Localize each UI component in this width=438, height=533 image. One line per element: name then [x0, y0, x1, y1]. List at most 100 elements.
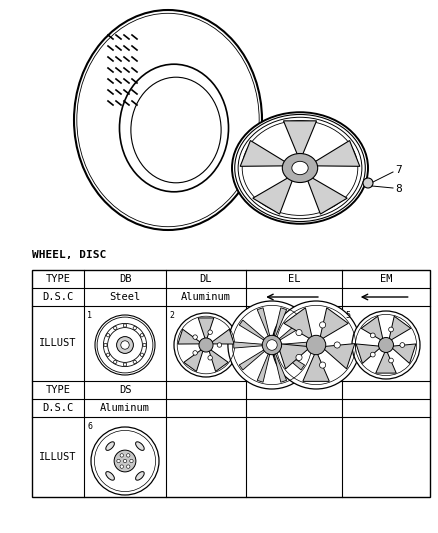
Polygon shape	[307, 176, 347, 214]
Polygon shape	[240, 141, 288, 166]
Text: 8: 8	[395, 184, 402, 194]
Ellipse shape	[106, 472, 114, 480]
Ellipse shape	[232, 112, 368, 224]
Circle shape	[208, 356, 212, 360]
Text: D.S.C: D.S.C	[42, 403, 74, 413]
Text: D.S.C: D.S.C	[42, 292, 74, 302]
Ellipse shape	[120, 64, 229, 192]
Text: 7: 7	[395, 165, 402, 175]
Text: 2: 2	[169, 311, 174, 320]
Polygon shape	[239, 320, 265, 340]
Polygon shape	[274, 308, 286, 336]
Ellipse shape	[136, 472, 144, 480]
Circle shape	[296, 329, 302, 336]
Polygon shape	[324, 344, 355, 369]
Circle shape	[371, 333, 375, 338]
Text: Aluminum: Aluminum	[181, 292, 231, 302]
Circle shape	[267, 340, 277, 350]
Circle shape	[113, 327, 117, 330]
Polygon shape	[320, 308, 348, 339]
Polygon shape	[303, 354, 329, 382]
Text: EL: EL	[288, 274, 300, 284]
Polygon shape	[277, 344, 308, 369]
Circle shape	[127, 454, 130, 457]
Circle shape	[307, 335, 326, 354]
Text: 1: 1	[87, 311, 92, 320]
Circle shape	[193, 335, 198, 340]
Ellipse shape	[292, 161, 308, 175]
Polygon shape	[389, 316, 411, 340]
Text: 6: 6	[87, 422, 92, 431]
Circle shape	[193, 351, 198, 355]
Circle shape	[320, 362, 326, 368]
Text: ILLUST: ILLUST	[39, 452, 77, 462]
Circle shape	[371, 352, 375, 357]
Ellipse shape	[136, 442, 144, 450]
Circle shape	[124, 363, 127, 366]
Circle shape	[130, 459, 133, 463]
Text: DL: DL	[200, 274, 212, 284]
Text: Aluminum: Aluminum	[100, 403, 150, 413]
Polygon shape	[284, 308, 312, 339]
Circle shape	[106, 353, 110, 357]
Polygon shape	[257, 308, 270, 336]
Circle shape	[95, 315, 155, 375]
Circle shape	[262, 335, 282, 354]
Circle shape	[199, 338, 213, 352]
Circle shape	[124, 459, 127, 463]
Circle shape	[91, 427, 159, 495]
Circle shape	[174, 313, 238, 377]
Polygon shape	[257, 354, 270, 382]
Circle shape	[389, 327, 393, 332]
Circle shape	[140, 353, 144, 357]
Text: EM: EM	[380, 274, 392, 284]
Circle shape	[121, 341, 129, 349]
Polygon shape	[279, 350, 304, 370]
Polygon shape	[253, 176, 293, 214]
Circle shape	[378, 337, 393, 352]
Polygon shape	[234, 342, 262, 348]
Circle shape	[389, 358, 393, 363]
Polygon shape	[282, 342, 310, 348]
Polygon shape	[392, 344, 416, 364]
Circle shape	[400, 343, 405, 348]
Circle shape	[120, 465, 124, 469]
Circle shape	[114, 450, 136, 472]
Circle shape	[117, 337, 134, 353]
Text: TYPE: TYPE	[46, 385, 71, 395]
Circle shape	[140, 334, 144, 337]
Circle shape	[127, 465, 130, 469]
Text: 4: 4	[295, 311, 300, 320]
Circle shape	[133, 327, 136, 330]
Polygon shape	[211, 329, 234, 344]
Circle shape	[143, 343, 146, 346]
Text: WHEEL, DISC: WHEEL, DISC	[32, 250, 106, 260]
Text: Steel: Steel	[110, 292, 141, 302]
Polygon shape	[361, 316, 383, 340]
Text: 3: 3	[249, 311, 254, 320]
Circle shape	[352, 311, 420, 379]
Ellipse shape	[283, 154, 318, 182]
Circle shape	[124, 324, 127, 327]
Polygon shape	[279, 320, 304, 340]
Polygon shape	[356, 344, 380, 364]
Circle shape	[217, 343, 222, 347]
Circle shape	[272, 301, 360, 389]
Polygon shape	[283, 121, 317, 157]
Text: DB: DB	[119, 274, 131, 284]
Circle shape	[104, 343, 107, 346]
Text: DS: DS	[119, 385, 131, 395]
Circle shape	[133, 360, 136, 364]
Polygon shape	[376, 352, 396, 373]
Ellipse shape	[106, 442, 114, 450]
Circle shape	[228, 301, 316, 389]
Circle shape	[106, 334, 110, 337]
Polygon shape	[239, 350, 265, 370]
Polygon shape	[178, 329, 201, 344]
Polygon shape	[274, 354, 286, 382]
Circle shape	[120, 454, 124, 457]
Polygon shape	[312, 141, 360, 166]
Circle shape	[320, 322, 326, 328]
Polygon shape	[209, 349, 228, 372]
Polygon shape	[198, 318, 214, 340]
